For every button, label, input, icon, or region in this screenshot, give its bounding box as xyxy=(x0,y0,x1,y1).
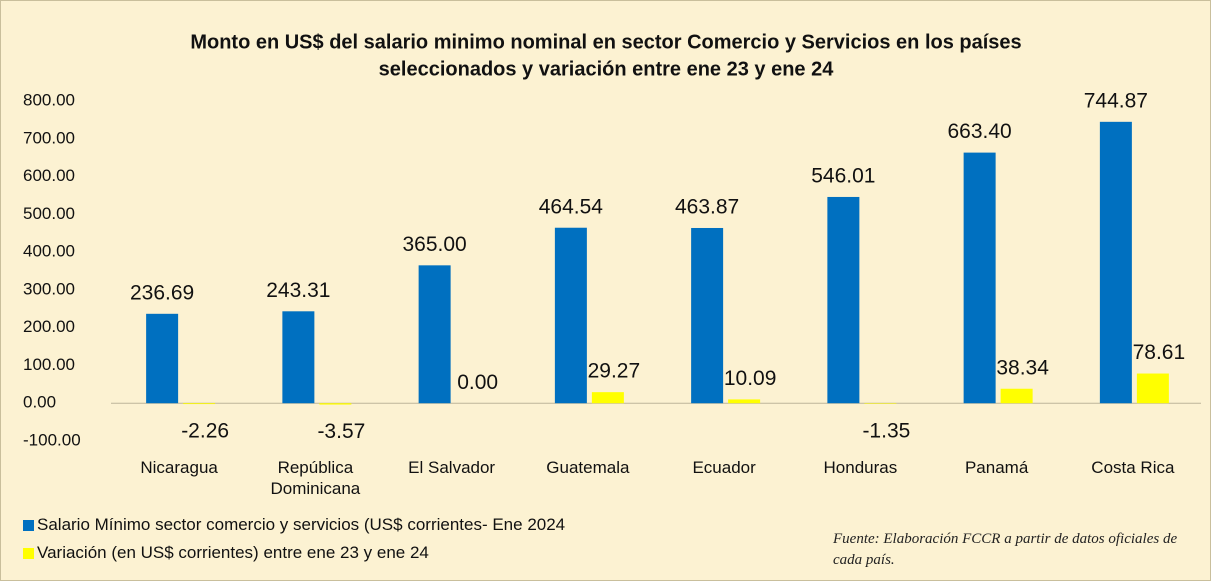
bar xyxy=(282,311,315,404)
legend-label: Salario Mínimo sector comercio y servici… xyxy=(37,515,566,534)
data-label: 744.87 xyxy=(1084,89,1148,112)
data-label: 546.01 xyxy=(811,164,875,187)
x-tick-label: Honduras xyxy=(823,458,898,477)
x-tick-label: Costa Rica xyxy=(1091,458,1175,477)
data-label: -2.26 xyxy=(181,420,229,443)
bar xyxy=(1136,373,1169,404)
x-tick-label: República Dominicana xyxy=(270,458,361,498)
bar xyxy=(183,403,216,405)
y-tick-label: 100.00 xyxy=(23,355,75,374)
source-note: Fuente: Elaboración FCCR a partir de dat… xyxy=(833,531,1178,568)
x-tick-label: El Salvador xyxy=(408,458,496,477)
chart-title: seleccionados y variación entre ene 23 y… xyxy=(379,58,835,80)
y-tick-label: 600.00 xyxy=(23,166,75,185)
legend-item: Variación (en US$ corrientes) entre ene … xyxy=(23,543,429,563)
bar xyxy=(864,403,897,404)
data-label: 78.61 xyxy=(1133,341,1186,364)
y-tick-label: 700.00 xyxy=(23,128,75,147)
bar xyxy=(827,196,860,404)
bar xyxy=(1099,121,1132,404)
legend-swatch xyxy=(23,547,34,559)
data-label: 464.54 xyxy=(539,195,604,218)
bar xyxy=(728,399,761,404)
legend-label: Variación (en US$ corrientes) entre ene … xyxy=(37,543,429,562)
data-label: 663.40 xyxy=(948,120,1012,143)
data-label: 29.27 xyxy=(588,360,641,383)
data-label: 236.69 xyxy=(130,281,194,304)
data-label: 243.31 xyxy=(266,279,330,302)
data-label: 365.00 xyxy=(403,233,467,256)
data-label: 38.34 xyxy=(996,356,1049,379)
y-tick-label: 800.00 xyxy=(23,90,75,109)
y-tick-label: 200.00 xyxy=(23,317,75,336)
chart-title: Monto en US$ del salario minimo nominal … xyxy=(190,31,1021,53)
bar xyxy=(554,227,587,404)
legend-item: Salario Mínimo sector comercio y servici… xyxy=(23,515,565,535)
bar xyxy=(691,227,724,404)
data-label: -3.57 xyxy=(317,420,365,443)
y-tick-label: 500.00 xyxy=(23,204,75,223)
bar xyxy=(319,403,352,405)
bar xyxy=(963,152,996,404)
data-label: -1.35 xyxy=(862,419,910,442)
bar xyxy=(1000,388,1033,404)
x-tick-label: Panamá xyxy=(964,458,1029,477)
y-tick-label: 0.00 xyxy=(23,393,56,412)
y-tick-label: 300.00 xyxy=(23,279,75,298)
bar xyxy=(591,392,624,404)
y-tick-label: -100.00 xyxy=(23,430,81,449)
data-label: 0.00 xyxy=(457,371,498,394)
data-label: 10.09 xyxy=(724,367,777,390)
x-tick-label: Nicaragua xyxy=(140,458,218,477)
bar xyxy=(418,265,451,404)
bar xyxy=(146,313,179,404)
x-tick-label: Ecuador xyxy=(692,458,756,477)
data-label: 463.87 xyxy=(675,196,739,219)
y-tick-label: 400.00 xyxy=(23,242,75,261)
legend-swatch xyxy=(23,519,34,531)
x-tick-label: Guatemala xyxy=(546,458,630,477)
